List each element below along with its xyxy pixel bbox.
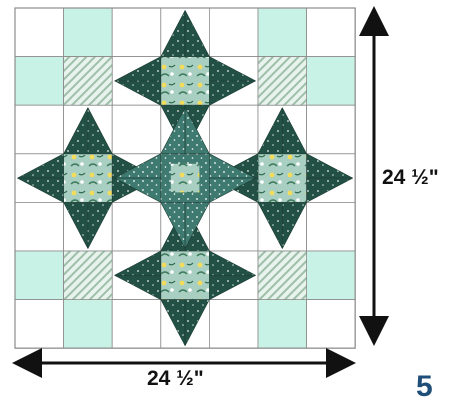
quilt-cell [306,250,356,300]
quilt-cell [208,299,259,349]
star-point [184,202,210,249]
quilt-grid [14,7,356,349]
quilt-cell [306,201,356,252]
star-point [306,177,353,203]
striped-block [63,56,113,106]
star-point [184,299,210,346]
star-point [114,80,162,106]
quilt-cell [208,201,259,252]
floral-block [63,153,113,203]
quilt-cell [257,299,307,349]
quilt-cell [63,299,113,349]
star-point [17,177,64,203]
star-point [87,107,113,155]
floral-block [160,56,210,106]
star-point [209,274,256,301]
floral-block [257,153,307,203]
quilt-cell [111,201,162,252]
height-dimension-label: 24 ½" [382,166,439,189]
quilt-cell [306,56,356,106]
star-point [87,202,113,249]
width-dimension-label: 24 ½" [147,367,204,390]
quilt-cell [257,7,307,57]
quilt-cell [111,7,162,57]
star-point [184,107,210,155]
quilt-cell [208,104,259,155]
star-point [281,202,308,249]
quilt-cell [208,7,259,57]
star-point [209,80,256,106]
quilt-diagram [11,5,389,378]
quilt-cell [14,7,64,57]
quilt-cell [306,7,356,57]
star-point [114,177,162,203]
star-point [209,177,256,203]
quilt-cell [14,299,64,349]
striped-block [257,250,307,300]
striped-block [257,56,307,106]
star-point [114,274,162,301]
star-point [281,107,308,155]
floral-block [160,250,210,300]
step-number: 5 [416,370,433,403]
star-point [184,10,210,57]
quilt-cell [111,299,162,349]
quilt-cell [63,7,113,57]
quilt-cell [14,104,64,155]
quilt-cell [306,299,356,349]
center-floral-square [170,163,200,193]
quilt-cell [111,104,162,155]
quilt-cell [306,104,356,155]
quilt-cell [14,201,64,252]
striped-block [63,250,113,300]
quilt-cell [14,250,64,300]
quilt-cell [14,56,64,106]
